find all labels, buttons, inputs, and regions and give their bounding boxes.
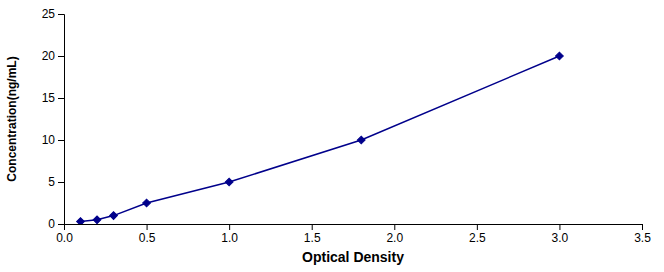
x-axis-title: Optical Density <box>302 249 404 265</box>
x-tick-label: 3.5 <box>634 231 651 245</box>
x-tick-label: 0.5 <box>139 231 156 245</box>
x-tick-label: 1.0 <box>221 231 238 245</box>
x-tick-label: 3.0 <box>552 231 569 245</box>
x-tick: 3.0 <box>552 224 569 245</box>
y-tick: 25 <box>42 7 64 21</box>
y-tick-mark <box>58 224 64 225</box>
x-tick-mark <box>229 224 230 230</box>
y-tick-label: 15 <box>42 91 56 105</box>
series <box>77 52 564 224</box>
y-axis-line <box>58 15 65 225</box>
y-tick-label: 25 <box>42 7 56 21</box>
y-tick-mark <box>58 98 64 99</box>
marker <box>225 178 233 186</box>
y-tick: 0 <box>48 217 64 231</box>
y-tick-label: 5 <box>48 175 55 189</box>
x-tick-label: 2.5 <box>469 231 486 245</box>
x-tick: 0.0 <box>56 224 73 245</box>
line <box>81 56 560 221</box>
marker <box>93 216 101 224</box>
x-tick: 2.5 <box>469 224 486 245</box>
marker <box>110 212 118 220</box>
y-tick: 15 <box>42 91 64 105</box>
x-tick-mark <box>477 224 478 230</box>
y-tick-mark <box>58 14 64 15</box>
y-tick-label: 0 <box>48 217 55 231</box>
y-axis: 0 5 10 15 20 25 <box>42 7 65 231</box>
marker <box>143 199 151 207</box>
marker <box>357 136 365 144</box>
x-tick-label: 1.5 <box>304 231 321 245</box>
y-tick-mark <box>58 182 64 183</box>
x-tick: 3.5 <box>634 224 651 245</box>
y-tick-mark <box>58 140 64 141</box>
y-tick: 5 <box>48 175 64 189</box>
x-axis: 0.0 0.5 1.0 1.5 2.0 2.5 3.0 3.5 <box>56 224 651 245</box>
y-tick-label: 20 <box>42 49 56 63</box>
x-tick-label: 2.0 <box>386 231 403 245</box>
x-tick: 1.0 <box>221 224 238 245</box>
y-axis-title: Concentration(ng/mL) <box>5 56 19 181</box>
x-axis-line <box>65 225 643 231</box>
x-tick-mark <box>312 224 313 230</box>
chart: 0.0 0.5 1.0 1.5 2.0 2.5 3.0 3.5 0 5 10 15 20 25 Optica… <box>0 0 664 272</box>
x-tick-label: 0.0 <box>56 231 73 245</box>
x-tick: 1.5 <box>304 224 321 245</box>
marker <box>556 52 564 60</box>
plot-area: 0.0 0.5 1.0 1.5 2.0 2.5 3.0 3.5 0 5 10 15 20 25 <box>42 7 652 244</box>
x-tick-mark <box>642 224 643 230</box>
y-tick-mark <box>58 56 64 57</box>
y-tick-label: 10 <box>42 133 56 147</box>
x-tick-mark <box>394 224 395 230</box>
y-tick: 10 <box>42 133 64 147</box>
y-tick: 20 <box>42 49 64 63</box>
x-tick-mark <box>559 224 560 230</box>
x-tick: 0.5 <box>139 224 156 245</box>
x-tick: 2.0 <box>386 224 403 245</box>
marker <box>77 218 85 224</box>
x-tick-mark <box>147 224 148 230</box>
